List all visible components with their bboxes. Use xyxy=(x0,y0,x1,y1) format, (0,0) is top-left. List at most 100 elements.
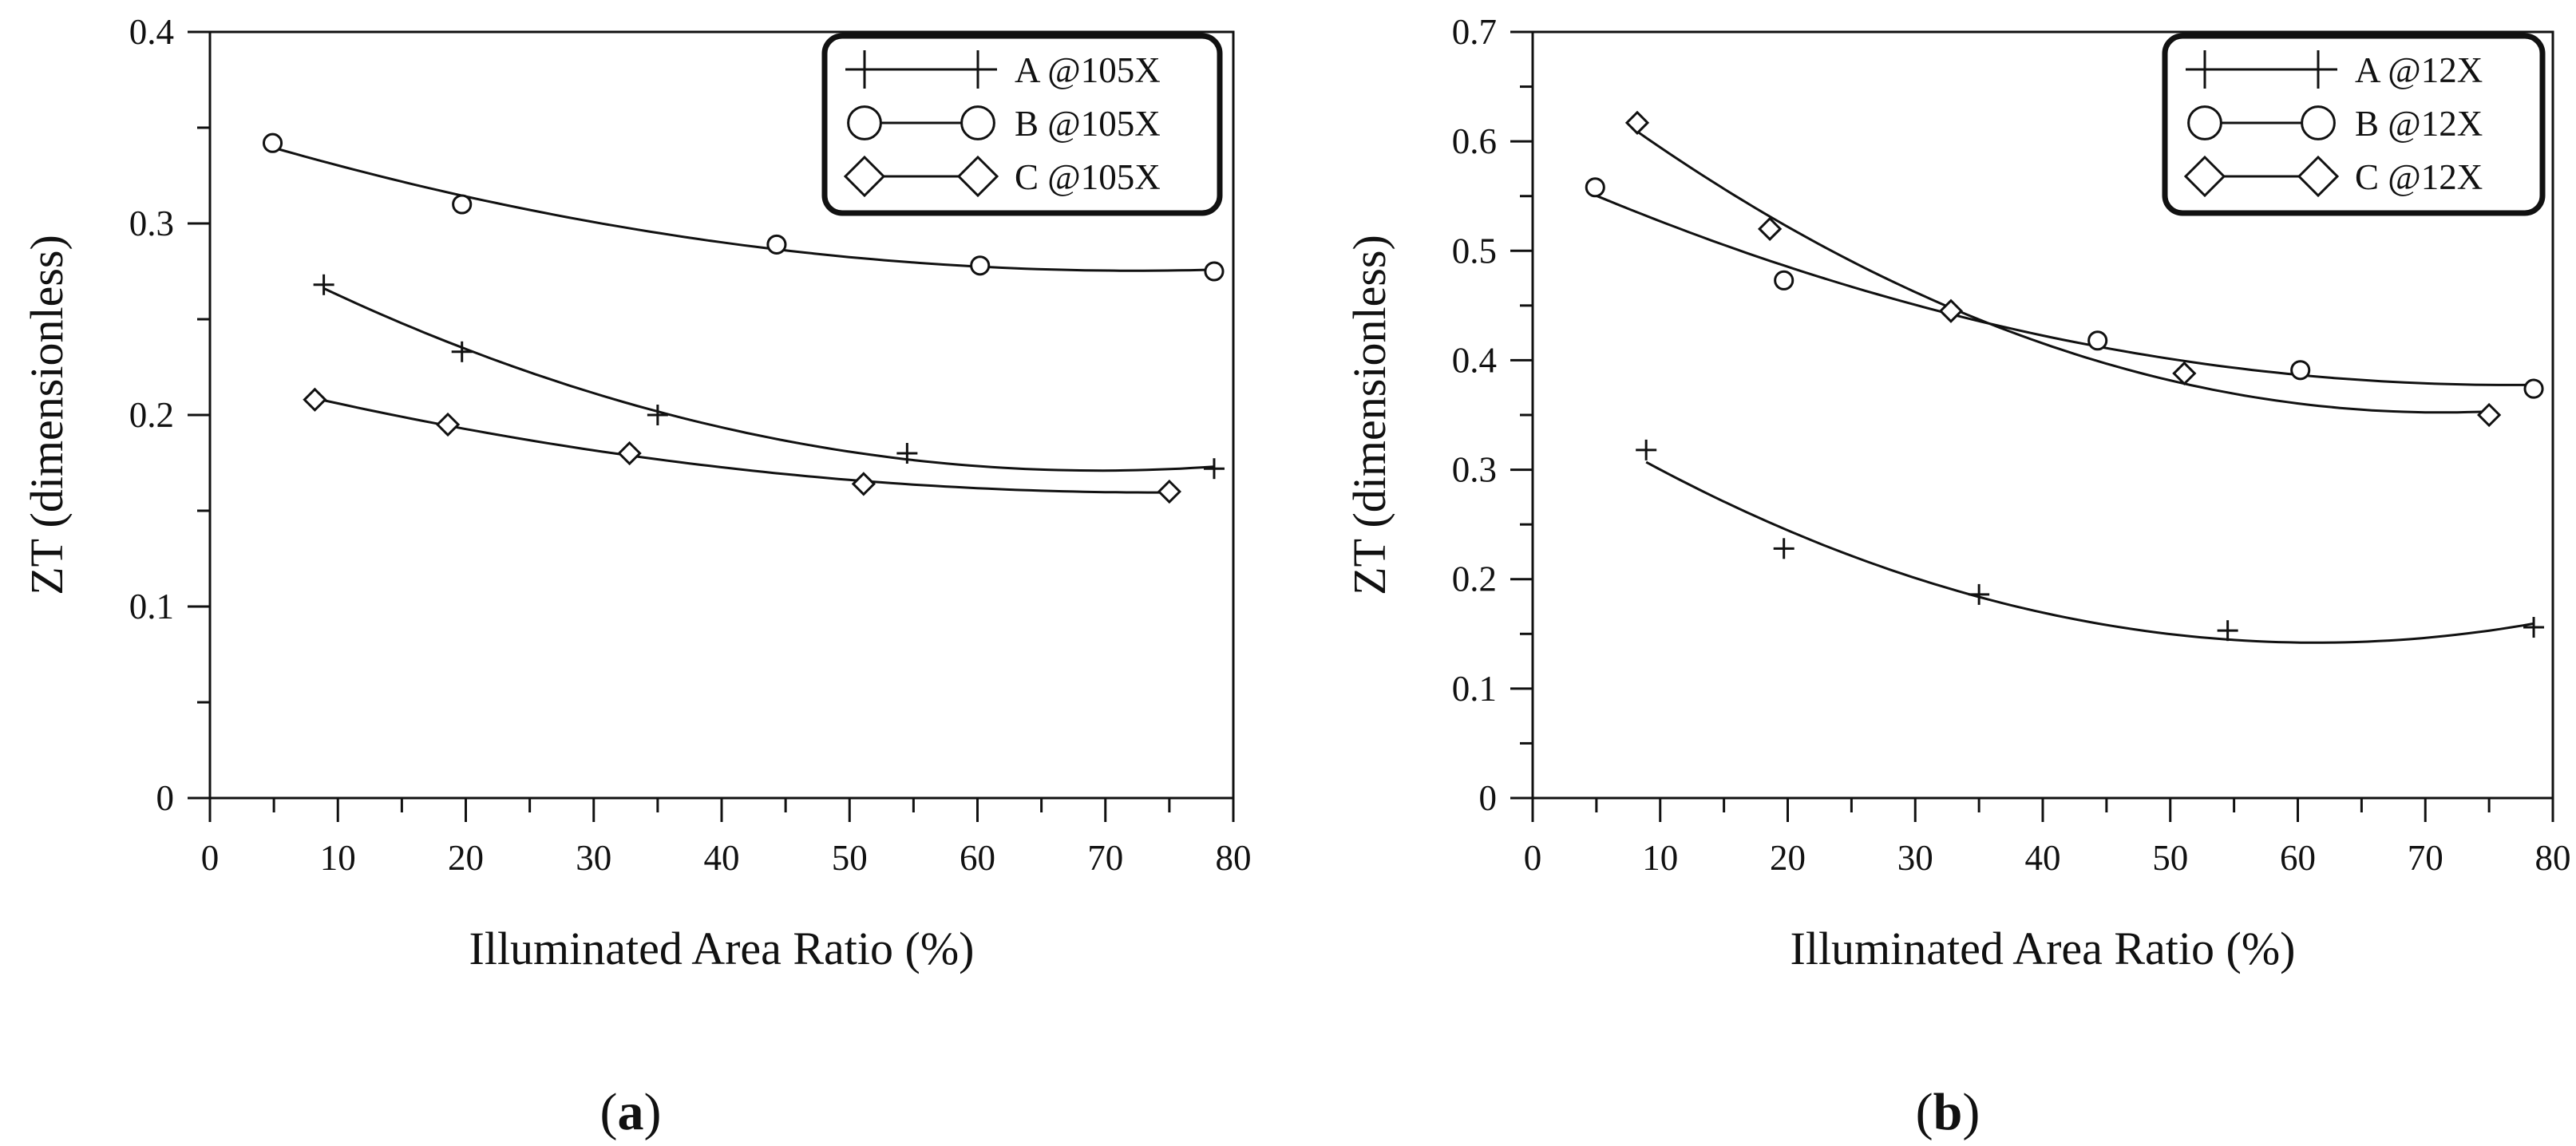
panel-b-y-tick-label: 0 xyxy=(1479,778,1498,818)
panel-a-x-tick-label: 0 xyxy=(201,838,220,878)
panel-a-x-tick-label: 10 xyxy=(320,838,356,878)
panel-b-legend-entry: A @12X xyxy=(2186,50,2483,90)
panel-a-series-c-point xyxy=(617,441,642,466)
panel-a-legend-marker xyxy=(843,155,886,198)
panel-b-series-b-point xyxy=(2523,378,2544,399)
panel-b-legend-marker xyxy=(2186,50,2224,89)
panel-a-legend-frame xyxy=(821,33,1223,216)
panel-b-x-tick-label: 30 xyxy=(1897,838,1933,878)
panel-b-series-b xyxy=(1585,177,2544,399)
panel-b-series-a-point xyxy=(1969,583,1990,605)
panel-a-series-a-point xyxy=(1203,458,1225,480)
panel-b-series-c-trend-line xyxy=(1636,130,2490,414)
panel-a-x-tick-label: 70 xyxy=(1087,838,1123,878)
panel-b-legend: A @12X B @12X C @12X xyxy=(2162,33,2546,216)
panel-a-series-a-point xyxy=(313,274,334,295)
panel-a-series-b-point xyxy=(1204,261,1225,282)
panel-b-panel-label: (b) xyxy=(1916,1083,1980,1141)
panel-a-x-tick-label: 30 xyxy=(576,838,611,878)
panel-a-series-b-point xyxy=(452,194,473,215)
panel-b-series-a xyxy=(1636,439,2545,644)
panel-b-series-c-point xyxy=(2477,402,2502,428)
panel-a-legend-label: B @105X xyxy=(1015,104,1161,144)
panel-a-series-c-point xyxy=(435,412,461,437)
panel-b: 0 10 20 30 40 50 60 70 80 0 0.1 0.2 0.3 0.4 0.5 0.6 0.7 I… xyxy=(1343,12,2571,1141)
panel-a-series-a xyxy=(313,274,1225,480)
panel-a-legend-marker xyxy=(847,105,882,140)
panel-b-legend-label: A @12X xyxy=(2355,50,2483,90)
panel-a-legend-entry: C @105X xyxy=(843,155,1161,198)
panel-b-legend-marker xyxy=(2299,50,2337,89)
panel-a-panel-label: (a) xyxy=(600,1083,662,1141)
panel-b-x-tick-label: 60 xyxy=(2280,838,2316,878)
panel-b-series-b-trend-line xyxy=(1594,194,2534,386)
panel-b-x-tick-label: 50 xyxy=(2152,838,2188,878)
panel-a-legend-label: A @105X xyxy=(1015,50,1161,90)
panel-a-series-b xyxy=(262,132,1225,282)
panel-a-legend-marker xyxy=(960,105,995,140)
panel-b-legend-entry: B @12X xyxy=(2187,104,2483,144)
panel-a-series-a-point xyxy=(896,443,918,464)
panel-b-series-c-point xyxy=(1624,110,1650,135)
panel-a-legend: A @105X B @105X C @105X xyxy=(821,33,1223,216)
panel-b-y-tick-label: 0.1 xyxy=(1452,669,1497,709)
panel-b-legend-label: B @12X xyxy=(2355,104,2483,144)
panel-a-x-tick-label: 60 xyxy=(960,838,995,878)
panel-b-y-tick-label: 0.3 xyxy=(1452,450,1497,490)
panel-b-x-tick-label: 0 xyxy=(1524,838,1542,878)
panel-a-y-tick-label: 0.3 xyxy=(129,204,174,243)
panel-a-series-c-trend-line xyxy=(315,397,1169,494)
panel-b-series-c xyxy=(1624,110,2502,428)
panel-b-y-tick-label: 0.5 xyxy=(1452,231,1497,271)
panel-b-x-tick-label: 70 xyxy=(2408,838,2443,878)
panel-a-series-a-trend-line xyxy=(322,287,1215,472)
panel-a-series-a-point xyxy=(647,405,668,425)
panel-a-series-b-point xyxy=(262,132,283,153)
panel-a-legend-entry: A @105X xyxy=(845,50,1161,90)
panel-a-legend-marker xyxy=(959,50,997,89)
panel-a-x-tick-label: 40 xyxy=(704,838,740,878)
panel-b-series-c-point xyxy=(1938,298,1964,323)
panel-a-x-tick-label: 50 xyxy=(832,838,868,878)
panel-b-y-tick-label: 0.6 xyxy=(1452,121,1497,161)
panel-a-legend-entry: B @105X xyxy=(847,104,1161,144)
panel-a-legend-marker xyxy=(956,155,999,198)
panel-b-y-tick-label: 0.4 xyxy=(1452,340,1497,380)
panel-b-legend-frame xyxy=(2162,33,2546,216)
panel-b-x-axis-title: Illuminated Area Ratio (%) xyxy=(1791,923,2296,974)
panel-b-series-b-point xyxy=(2290,360,2311,381)
panel-a-series-c xyxy=(303,387,1181,504)
panel-b-x-tick-label: 80 xyxy=(2535,838,2571,878)
panel-a-legend-label: C @105X xyxy=(1015,157,1161,197)
panel-a-series-b-trend-line xyxy=(272,146,1215,272)
panel-a-y-tick-label: 0.4 xyxy=(129,12,174,52)
panel-a-x-tick-label: 20 xyxy=(448,838,484,878)
panel-b-series-c-point xyxy=(2172,361,2197,386)
panel-b-y-tick-label: 0.2 xyxy=(1452,559,1497,599)
panel-b-series-a-point xyxy=(2217,620,2238,642)
panel-a-x-axis-title: Illuminated Area Ratio (%) xyxy=(469,923,975,974)
panel-a-series-b-point xyxy=(766,234,787,255)
panel-b-series-a-point xyxy=(2523,617,2545,638)
panel-a-y-tick-label: 0 xyxy=(156,778,175,818)
panel-a-y-axis-title: ZT (dimensionless) xyxy=(21,235,73,595)
panel-b-legend-marker xyxy=(2183,155,2226,198)
panel-b-legend-marker xyxy=(2301,105,2336,140)
panel-a-series-b-point xyxy=(970,255,991,276)
panel-a-series-c-point xyxy=(851,472,876,496)
panel-b-x-tick-label: 40 xyxy=(2025,838,2061,878)
panel-a-series-c-point xyxy=(1157,479,1181,504)
panel-b-legend-label: C @12X xyxy=(2355,157,2483,197)
panel-a: 0 10 20 30 40 50 60 70 80 0 0.1 0.2 0.3 0.4 Illuminate… xyxy=(21,12,1252,1141)
panel-b-legend-marker xyxy=(2187,105,2222,140)
panel-a-x-tick-label: 80 xyxy=(1216,838,1252,878)
panel-a-series-a-point xyxy=(451,341,473,362)
panel-b-series-a-point xyxy=(1636,439,1657,460)
panel-b-series-a-trend-line xyxy=(1645,460,2534,644)
panel-b-legend-marker xyxy=(2297,155,2340,198)
panel-b-y-axis-title: ZT (dimensionless) xyxy=(1343,235,1395,595)
panel-b-x-tick-label: 20 xyxy=(1770,838,1806,878)
panel-a-y-tick-label: 0.2 xyxy=(129,395,174,435)
panel-a-y-tick-label: 0.1 xyxy=(129,587,174,626)
